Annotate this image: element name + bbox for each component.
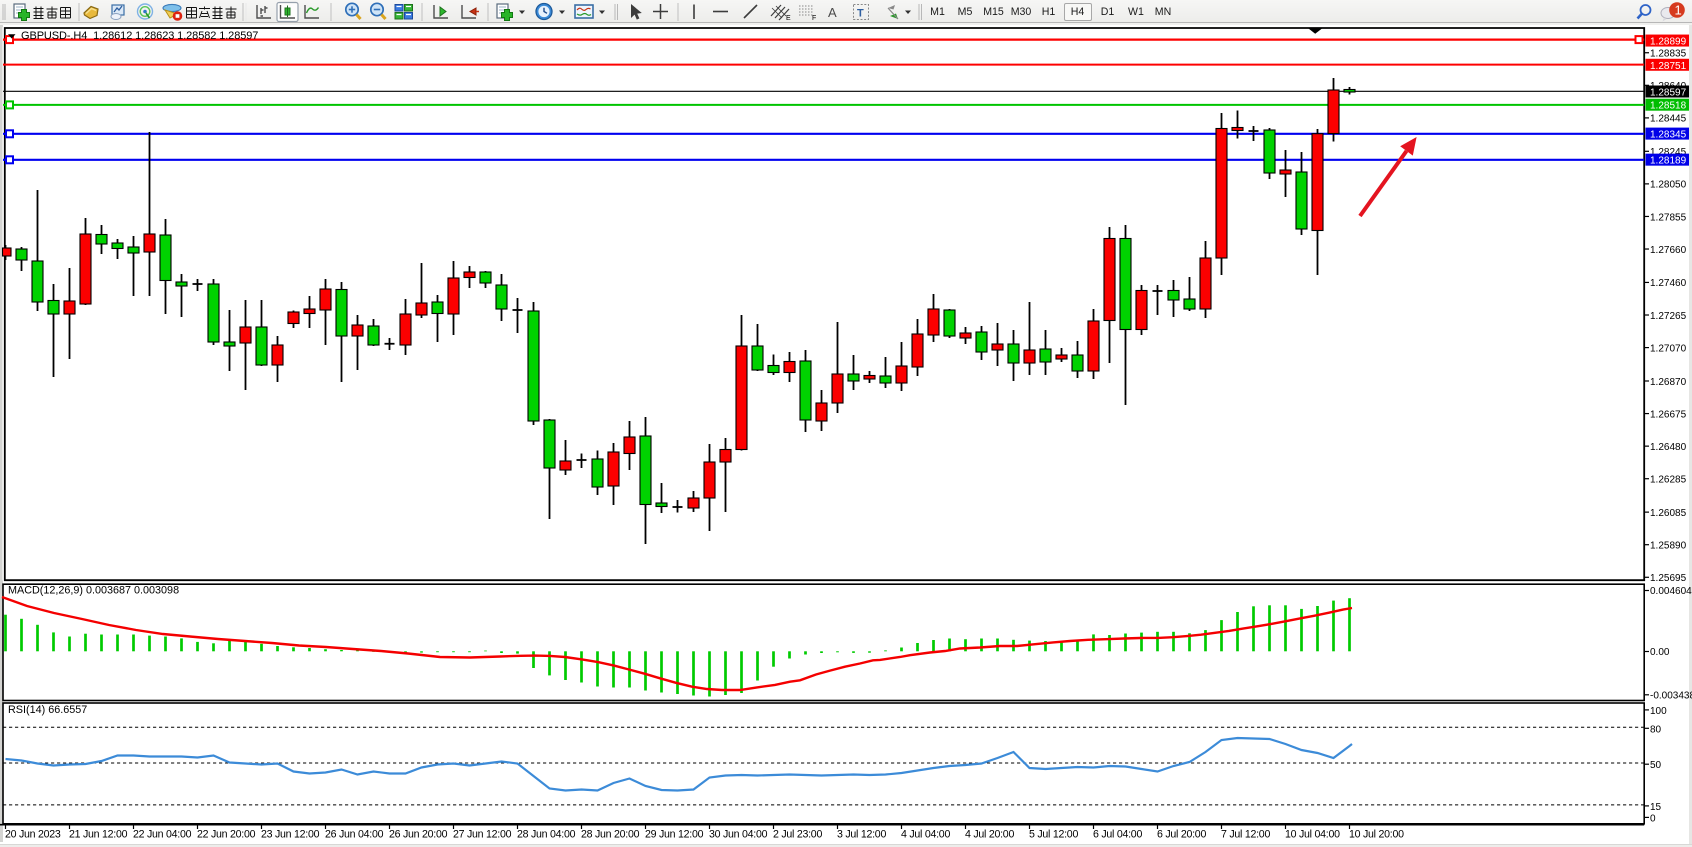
svg-text:1.27070: 1.27070	[1650, 343, 1687, 354]
svg-text:1.28835: 1.28835	[1650, 49, 1687, 60]
svg-text:0: 0	[1650, 813, 1656, 824]
svg-text:3 Jul 12:00: 3 Jul 12:00	[837, 829, 886, 841]
svg-text:1.26480: 1.26480	[1650, 442, 1687, 453]
svg-text:4 Jul 04:00: 4 Jul 04:00	[901, 829, 950, 841]
svg-text:5 Jul 12:00: 5 Jul 12:00	[1029, 829, 1078, 841]
svg-text:10 Jul 04:00: 10 Jul 04:00	[1285, 829, 1340, 841]
svg-text:30 Jun 04:00: 30 Jun 04:00	[709, 829, 768, 841]
svg-text:0.004604: 0.004604	[1650, 586, 1692, 597]
svg-text:-0.003438: -0.003438	[1650, 691, 1692, 702]
svg-text:1.28899: 1.28899	[1650, 37, 1687, 48]
svg-text:26 Jun 20:00: 26 Jun 20:00	[389, 829, 448, 841]
svg-text:1.27460: 1.27460	[1650, 278, 1687, 289]
svg-text:28 Jun 20:00: 28 Jun 20:00	[581, 829, 640, 841]
svg-text:1.28751: 1.28751	[1650, 61, 1687, 72]
svg-text:2 Jul 23:00: 2 Jul 23:00	[773, 829, 822, 841]
svg-text:20 Jun 2023: 20 Jun 2023	[5, 829, 61, 841]
svg-text:1.25890: 1.25890	[1650, 541, 1687, 552]
svg-text:1.26285: 1.26285	[1650, 475, 1687, 486]
svg-text:F: F	[812, 15, 816, 22]
svg-text:A: A	[828, 5, 837, 20]
svg-text:1.27660: 1.27660	[1650, 245, 1687, 256]
svg-text:1.27855: 1.27855	[1650, 212, 1687, 223]
svg-text:1.25695: 1.25695	[1650, 573, 1687, 584]
svg-text:1.28345: 1.28345	[1650, 130, 1687, 141]
svg-text:E: E	[786, 15, 791, 22]
svg-text:1.26085: 1.26085	[1650, 508, 1687, 519]
svg-text:1.28518: 1.28518	[1650, 101, 1687, 112]
svg-text:21 Jun 12:00: 21 Jun 12:00	[69, 829, 128, 841]
svg-text:29 Jun 12:00: 29 Jun 12:00	[645, 829, 704, 841]
svg-text:7 Jul 12:00: 7 Jul 12:00	[1221, 829, 1270, 841]
svg-text:15: 15	[1650, 802, 1662, 813]
svg-text:GBPUSD-.H4 1.28612 1.28623 1.: GBPUSD-.H4 1.28612 1.28623 1.28582 1.285…	[21, 30, 258, 42]
svg-text:1.27265: 1.27265	[1650, 311, 1687, 322]
svg-text:26 Jun 04:00: 26 Jun 04:00	[325, 829, 384, 841]
svg-text:1.26675: 1.26675	[1650, 409, 1687, 420]
svg-text:1: 1	[1675, 3, 1682, 18]
svg-text:10 Jul 20:00: 10 Jul 20:00	[1349, 829, 1404, 841]
svg-text:22 Jun 04:00: 22 Jun 04:00	[133, 829, 192, 841]
svg-text:1.28050: 1.28050	[1650, 180, 1687, 191]
svg-text:6 Jul 04:00: 6 Jul 04:00	[1093, 829, 1142, 841]
svg-text:RSI(14) 66.6557: RSI(14) 66.6557	[8, 704, 87, 716]
svg-text:1.26870: 1.26870	[1650, 377, 1687, 388]
svg-text:27 Jun 12:00: 27 Jun 12:00	[453, 829, 512, 841]
svg-text:100: 100	[1650, 706, 1667, 717]
svg-text:T: T	[857, 8, 864, 20]
svg-text:MACD(12,26,9) 0.003687 0.00309: MACD(12,26,9) 0.003687 0.003098	[8, 585, 179, 597]
svg-text:0.00: 0.00	[1650, 647, 1670, 658]
svg-text:1.28189: 1.28189	[1650, 156, 1687, 167]
svg-text:1.28245: 1.28245	[1650, 147, 1687, 158]
svg-text:22 Jun 20:00: 22 Jun 20:00	[197, 829, 256, 841]
svg-text:4 Jul 20:00: 4 Jul 20:00	[965, 829, 1014, 841]
svg-text:6 Jul 20:00: 6 Jul 20:00	[1157, 829, 1206, 841]
svg-text:1.28597: 1.28597	[1650, 88, 1687, 99]
svg-text:50: 50	[1650, 760, 1662, 771]
svg-text:23 Jun 12:00: 23 Jun 12:00	[261, 829, 320, 841]
svg-text:1.28445: 1.28445	[1650, 114, 1687, 125]
svg-text:28 Jun 04:00: 28 Jun 04:00	[517, 829, 576, 841]
svg-text:80: 80	[1650, 724, 1662, 735]
